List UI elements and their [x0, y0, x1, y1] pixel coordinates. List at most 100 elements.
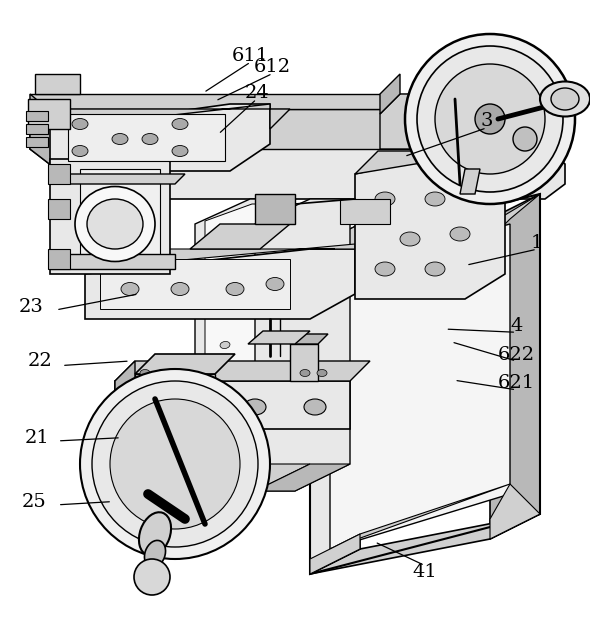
Polygon shape [490, 194, 540, 539]
Ellipse shape [140, 369, 150, 376]
Polygon shape [30, 109, 95, 199]
Ellipse shape [171, 282, 189, 295]
Text: 622: 622 [498, 346, 535, 364]
Polygon shape [490, 194, 540, 239]
Polygon shape [255, 199, 350, 491]
Ellipse shape [266, 277, 284, 291]
Text: 23: 23 [18, 298, 43, 316]
Ellipse shape [145, 541, 166, 567]
Text: 621: 621 [498, 374, 535, 392]
Ellipse shape [72, 118, 88, 130]
Circle shape [417, 46, 563, 192]
Polygon shape [255, 464, 350, 491]
Ellipse shape [172, 146, 188, 157]
Ellipse shape [129, 399, 151, 415]
Text: 22: 22 [28, 352, 53, 370]
Polygon shape [50, 159, 170, 274]
Polygon shape [330, 224, 510, 549]
Ellipse shape [240, 225, 250, 232]
Polygon shape [35, 74, 80, 94]
Ellipse shape [112, 134, 128, 144]
Ellipse shape [375, 262, 395, 276]
Polygon shape [190, 224, 290, 249]
Polygon shape [490, 484, 540, 539]
Circle shape [435, 64, 545, 174]
Polygon shape [30, 109, 500, 149]
Ellipse shape [72, 146, 88, 157]
Polygon shape [290, 334, 328, 344]
Circle shape [92, 381, 258, 547]
Polygon shape [135, 374, 215, 394]
Ellipse shape [121, 282, 139, 295]
Ellipse shape [450, 227, 470, 241]
Polygon shape [430, 74, 490, 94]
Circle shape [475, 104, 505, 134]
Text: 21: 21 [24, 429, 49, 447]
Text: 41: 41 [412, 563, 437, 581]
Ellipse shape [375, 192, 395, 206]
Ellipse shape [157, 369, 167, 376]
Polygon shape [195, 464, 310, 491]
Polygon shape [50, 104, 270, 171]
Polygon shape [248, 331, 310, 344]
Polygon shape [30, 94, 500, 109]
Polygon shape [50, 254, 175, 269]
Ellipse shape [234, 263, 243, 271]
Ellipse shape [139, 512, 171, 556]
Polygon shape [355, 149, 505, 299]
Ellipse shape [244, 399, 266, 415]
Polygon shape [48, 249, 70, 269]
Circle shape [405, 34, 575, 204]
Polygon shape [100, 259, 290, 309]
Polygon shape [50, 174, 185, 184]
Polygon shape [340, 199, 390, 224]
Text: 4: 4 [510, 317, 522, 335]
Polygon shape [310, 534, 360, 574]
Polygon shape [30, 109, 565, 199]
Polygon shape [330, 484, 510, 549]
Polygon shape [290, 344, 318, 381]
Text: 1: 1 [531, 234, 543, 252]
Polygon shape [460, 169, 480, 194]
Text: 611: 611 [232, 47, 269, 65]
Polygon shape [28, 99, 70, 129]
Polygon shape [380, 94, 480, 149]
Ellipse shape [400, 232, 420, 246]
Text: 3: 3 [480, 112, 493, 130]
Polygon shape [50, 104, 290, 129]
Ellipse shape [304, 399, 326, 415]
Polygon shape [115, 381, 350, 429]
Polygon shape [355, 149, 505, 174]
Ellipse shape [75, 187, 155, 261]
Polygon shape [80, 169, 160, 264]
Circle shape [513, 127, 537, 151]
Polygon shape [310, 514, 540, 574]
Ellipse shape [220, 341, 230, 348]
Ellipse shape [227, 302, 237, 310]
Polygon shape [85, 244, 355, 274]
Ellipse shape [226, 282, 244, 295]
Text: 25: 25 [22, 493, 47, 511]
Circle shape [80, 369, 270, 559]
Polygon shape [30, 94, 95, 164]
Polygon shape [195, 199, 290, 491]
Circle shape [110, 399, 240, 529]
Polygon shape [310, 224, 360, 574]
Ellipse shape [142, 134, 158, 144]
Ellipse shape [300, 369, 310, 376]
Text: 24: 24 [244, 84, 269, 102]
Polygon shape [115, 361, 135, 429]
Ellipse shape [551, 88, 579, 110]
Ellipse shape [200, 458, 210, 465]
Ellipse shape [425, 192, 445, 206]
Polygon shape [115, 361, 370, 381]
Ellipse shape [540, 82, 590, 116]
Ellipse shape [184, 399, 206, 415]
Polygon shape [68, 114, 225, 161]
Ellipse shape [214, 380, 223, 387]
Polygon shape [135, 354, 235, 374]
Polygon shape [26, 111, 48, 121]
Ellipse shape [425, 262, 445, 276]
Ellipse shape [87, 199, 143, 249]
Ellipse shape [206, 419, 217, 426]
